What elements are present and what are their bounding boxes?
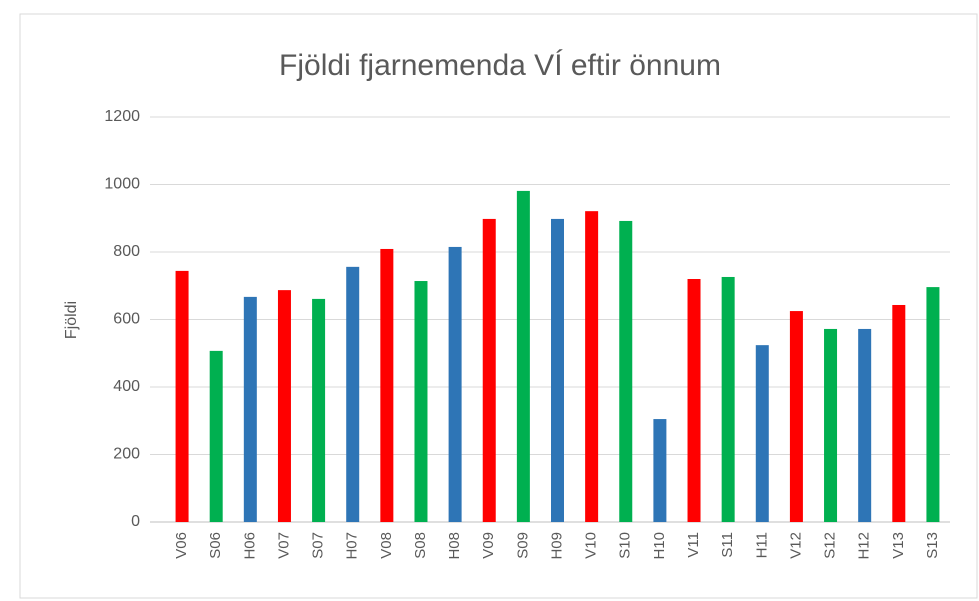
- bar: [312, 298, 326, 522]
- x-tick-label: V09: [480, 532, 497, 559]
- x-tick-label: S12: [822, 532, 839, 559]
- x-tick-label: S09: [514, 532, 531, 559]
- x-tick-label: S13: [924, 532, 941, 559]
- y-tick-label: 0: [131, 513, 140, 530]
- x-tick-label: V12: [787, 532, 804, 559]
- bar: [175, 270, 189, 522]
- x-tick-label: S10: [617, 532, 634, 559]
- bar: [551, 218, 564, 523]
- x-tick-label: H08: [446, 532, 463, 560]
- x-tick-label: H07: [344, 532, 361, 560]
- bar: [789, 311, 803, 522]
- bar: [516, 190, 530, 522]
- bar: [482, 218, 496, 523]
- bar: [619, 220, 633, 522]
- bar: [243, 296, 257, 522]
- bar: [448, 246, 462, 522]
- bar: [755, 345, 769, 522]
- x-tick-label: V07: [275, 532, 292, 559]
- bar: [209, 350, 223, 522]
- x-tick-label: H09: [548, 532, 565, 560]
- chart-title: Fjöldi fjarnemenda VÍ eftir önnum: [279, 49, 721, 82]
- x-tick-label: S08: [412, 532, 429, 559]
- x-tick-label: S07: [310, 532, 327, 559]
- y-tick-label: 400: [113, 378, 140, 395]
- bar: [277, 290, 291, 522]
- x-tick-label: H12: [856, 532, 873, 560]
- bar: [687, 279, 701, 522]
- bar: [892, 304, 906, 522]
- bar: [585, 211, 599, 522]
- y-tick-label: 800: [113, 243, 140, 260]
- x-tick-label: S11: [719, 532, 736, 558]
- x-tick-label: V08: [378, 532, 395, 559]
- bar: [346, 266, 360, 522]
- bar: [380, 248, 394, 522]
- y-tick-label: 1200: [104, 108, 140, 125]
- bar: [926, 287, 940, 522]
- x-tick-label: S06: [207, 532, 224, 559]
- x-tick-label: V06: [173, 532, 190, 559]
- y-tick-label: 600: [113, 311, 140, 328]
- bar: [721, 276, 735, 522]
- x-tick-label: V10: [583, 532, 600, 559]
- y-tick-label: 200: [113, 446, 140, 463]
- bar: [858, 328, 872, 522]
- y-axis-title: Fjöldi: [63, 301, 80, 339]
- x-tick-label: V13: [890, 532, 907, 559]
- x-tick-label: V11: [685, 532, 702, 558]
- x-tick-label: H11: [753, 532, 770, 558]
- x-tick-label: H06: [241, 532, 258, 560]
- bar: [653, 419, 667, 522]
- y-tick-label: 1000: [104, 176, 140, 193]
- bar: [824, 328, 838, 522]
- bar: [414, 281, 428, 522]
- x-tick-label: H10: [651, 532, 668, 560]
